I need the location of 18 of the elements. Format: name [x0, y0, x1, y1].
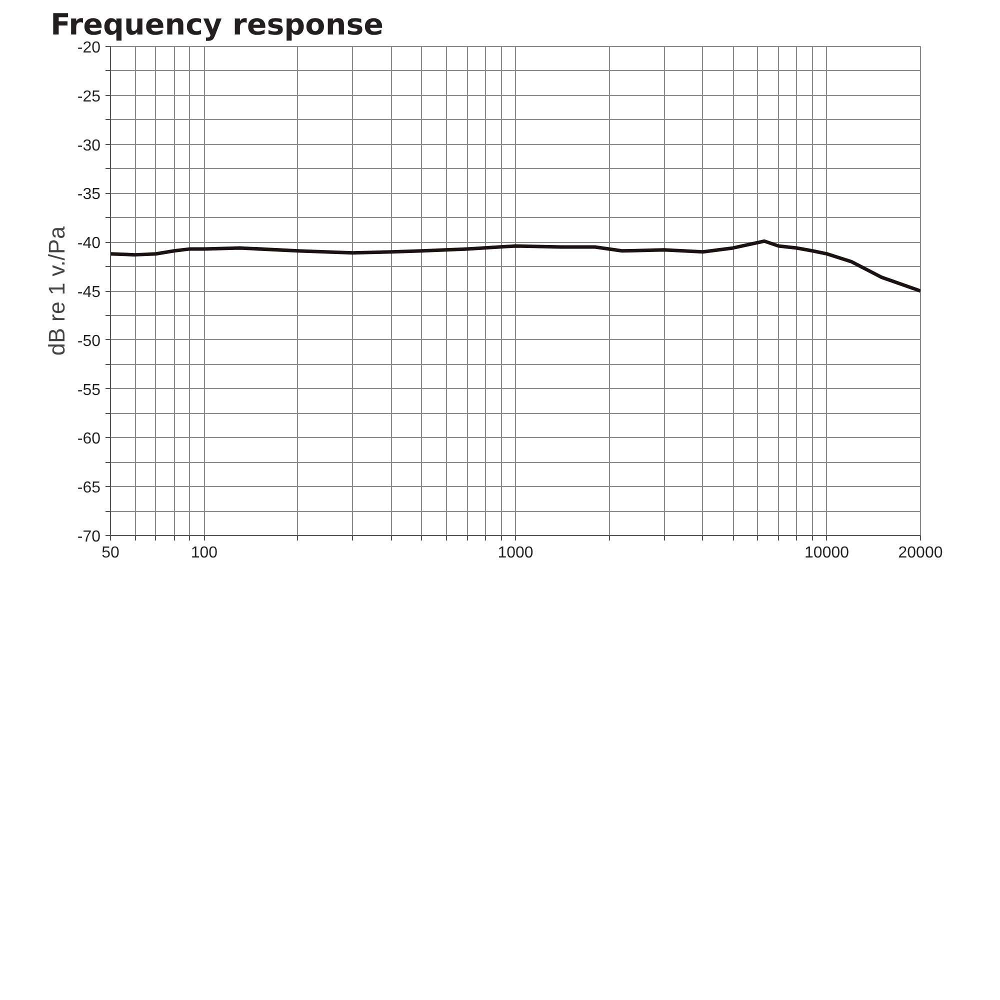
y-tick-label: -65 — [77, 480, 101, 497]
y-tick-label: -50 — [77, 332, 101, 350]
y-tick-label: -35 — [77, 186, 101, 204]
y-tick-label: -40 — [77, 235, 101, 252]
x-tick-label: 20000 — [898, 544, 943, 562]
y-tick-label: -30 — [77, 137, 101, 154]
y-tick-label: -55 — [77, 382, 101, 399]
x-tick-label: 1000 — [498, 544, 534, 562]
x-tick-label: 50 — [102, 544, 120, 562]
y-tick-label: -20 — [77, 40, 101, 56]
x-tick-label: 10000 — [804, 544, 850, 562]
chart-title: Frequency response — [50, 8, 384, 42]
y-axis-title: dB re 1 v./Pa — [43, 226, 70, 356]
y-tick-label: -70 — [77, 528, 101, 546]
y-tick-label: -25 — [77, 88, 101, 106]
y-tick-label: -45 — [77, 284, 101, 301]
y-tick-label: -60 — [77, 430, 101, 448]
x-tick-label: 100 — [190, 544, 218, 562]
